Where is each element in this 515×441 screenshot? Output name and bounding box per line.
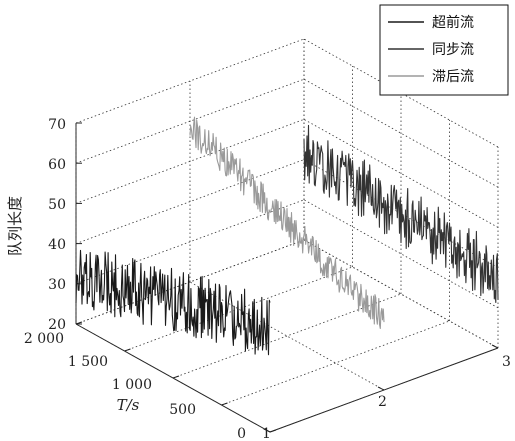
- grid-line: [75, 323, 271, 433]
- legend-label-2: 滞后流: [432, 69, 474, 85]
- t-tick-label: 1 000: [112, 377, 152, 393]
- series-lines: [75, 116, 499, 356]
- z-axis-label: 队列长度: [6, 196, 24, 256]
- x-tick-mark: [263, 428, 271, 433]
- legend-label-0: 超前流: [432, 14, 474, 31]
- x-tick-labels: 1 2 3: [262, 354, 511, 441]
- t-tick-labels: 0 500 1 000 1 500 2 000: [24, 331, 246, 441]
- x-tick-label: 3: [502, 354, 511, 370]
- x-tick-mark: [377, 386, 385, 391]
- z-tick-label: 60: [48, 157, 66, 173]
- grid-line: [189, 281, 385, 391]
- series-line-1: [303, 124, 499, 304]
- z-tick-label: 40: [48, 237, 66, 253]
- grid-line: [303, 119, 499, 228]
- t-tick-label: 500: [169, 402, 196, 418]
- x-tick-label: 2: [378, 394, 387, 410]
- t-tick-mark: [269, 429, 277, 433]
- z-tick-labels: 20 30 40 50 60 70: [48, 117, 66, 333]
- legend-label-1: 同步流: [432, 42, 474, 58]
- t-tick-label: 1 500: [68, 354, 108, 370]
- t-tick-mark: [124, 348, 131, 352]
- t-tick-label: 2 000: [24, 331, 64, 347]
- z-tick-label: 30: [48, 277, 66, 293]
- x-tick-label: 1: [262, 426, 271, 441]
- t-tick-mark: [221, 402, 228, 406]
- t-tick-mark: [75, 321, 83, 325]
- grid-line: [303, 239, 499, 349]
- t-axis-label: T/s: [117, 396, 140, 414]
- grid-line: [303, 199, 499, 309]
- x-tick-mark: [491, 344, 499, 349]
- grid-line: [303, 38, 499, 148]
- grid-line: [303, 78, 499, 188]
- grid-line: [221, 320, 450, 406]
- series-line-0: [75, 249, 271, 356]
- legend-box: [379, 4, 509, 96]
- grid-line: [172, 293, 402, 379]
- legend: 超前流 同步流 滞后流: [379, 4, 509, 96]
- t-tick-label: 0: [237, 426, 246, 441]
- grid-line: [75, 239, 305, 325]
- series-line-2: [189, 116, 385, 330]
- z-tick-label: 20: [48, 317, 66, 333]
- grid-lines: [75, 38, 499, 433]
- z-tick-label: 70: [48, 117, 66, 133]
- z-tick-label: 50: [48, 197, 66, 213]
- t-tick-mark: [172, 375, 180, 379]
